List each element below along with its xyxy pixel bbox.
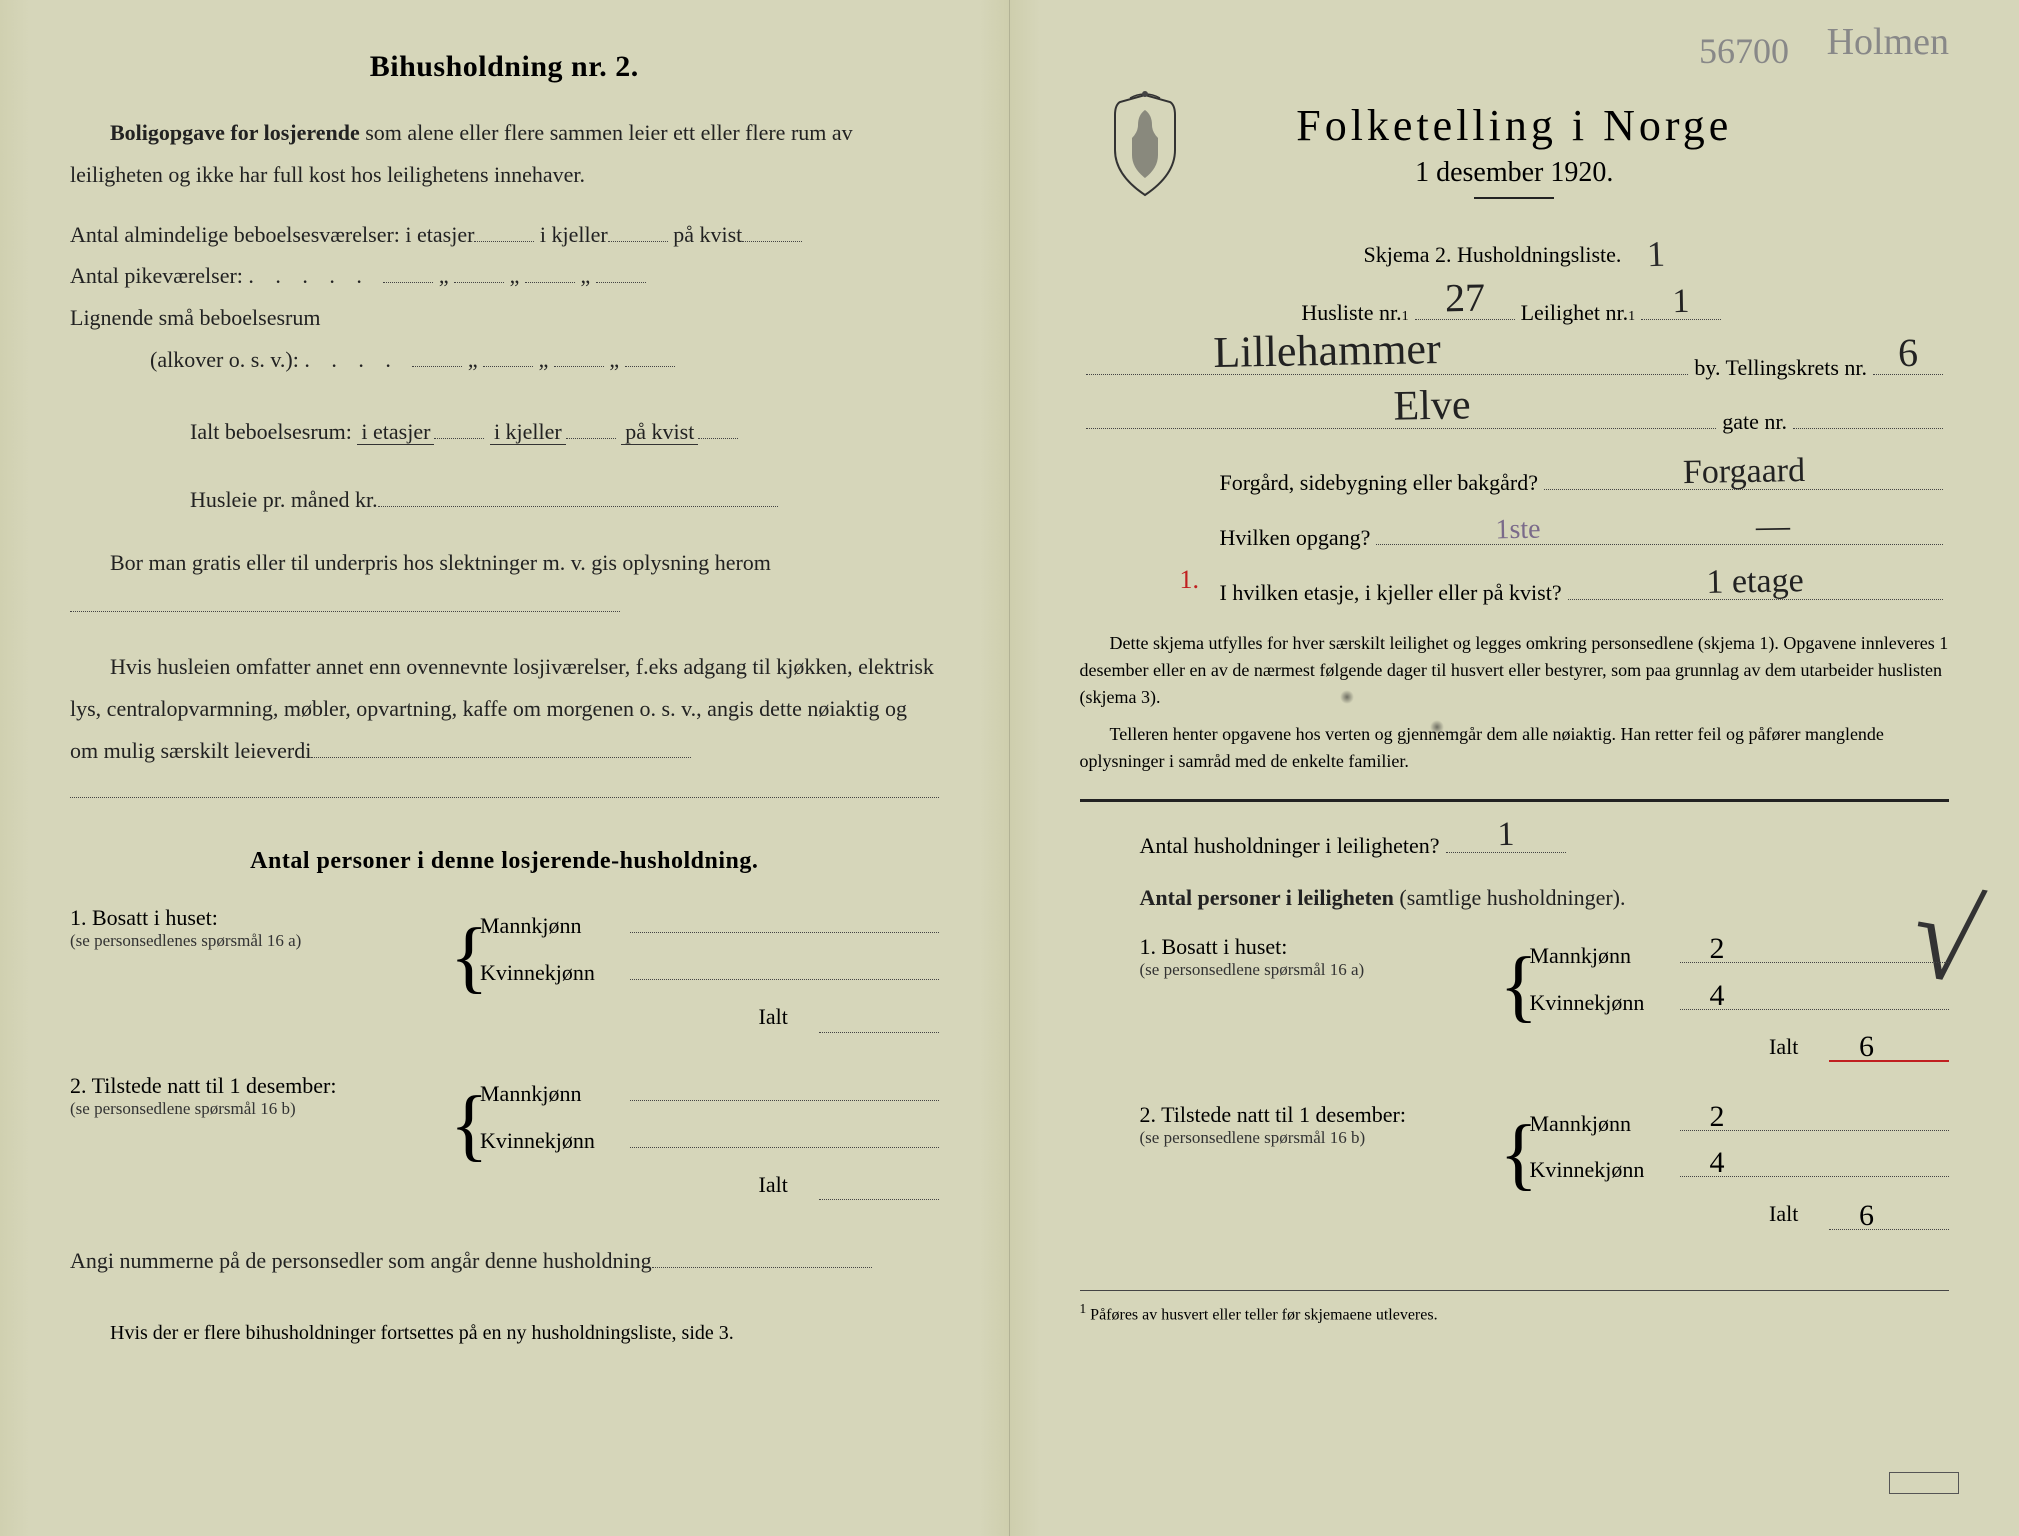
intro-bold: Boligopgave for losjerende <box>110 120 360 145</box>
brace-icon: { <box>1500 934 1530 1006</box>
left-sub-title: Antal personer i denne losjerende-hushol… <box>70 848 939 875</box>
antal-hush-line: Antal husholdninger i leiligheten? 1 <box>1080 822 1950 859</box>
left-item-1: 1. Bosatt i huset: (se personsedlenes sp… <box>70 905 939 1043</box>
hush-one: 1 <box>1646 233 1665 276</box>
left-intro: Boligopgave for losjerende som alene ell… <box>70 112 939 196</box>
left-footer: Hvis der er flere bihusholdninger fortse… <box>70 1322 939 1345</box>
pencil-annotation-1: 56700 <box>1699 30 1789 72</box>
right-page: 56700 Holmen Folketelling i Norge 1 dese… <box>1010 0 2019 1536</box>
opgang-line: Hvilken opgang? 1ste— <box>1080 514 1950 551</box>
line-lignende: Lignende små beboelsesrum (alkover o. s.… <box>70 297 939 381</box>
document-spread: Bihusholdning nr. 2. Boligopgave for los… <box>0 0 2019 1536</box>
etasje-line: 1. I hvilken etasje, i kjeller eller på … <box>1080 569 1950 606</box>
red-one-mark: 1. <box>1180 565 1200 595</box>
sub-title: 1 desember 1920. <box>1080 157 1950 189</box>
divider <box>1080 799 1950 802</box>
line-ialt-rooms: Ialt beboelsesrum: i etasjer i kjeller p… <box>70 411 939 453</box>
printer-stamp <box>1889 1472 1959 1494</box>
main-title: Folketelling i Norge <box>1080 100 1950 151</box>
footnote: 1 Påføres av husvert eller teller før sk… <box>1080 1290 1950 1324</box>
instructions-2: Telleren henter opgavene hos verten og g… <box>1080 721 1950 775</box>
left-title: Bihusholdning nr. 2. <box>70 50 939 84</box>
right-item-1: 1. Bosatt i huset: (se personsedlene spø… <box>1080 934 1950 1072</box>
husliste-line: Husliste nr.1 27 Leilighet nr.1 1 <box>1080 289 1950 326</box>
coat-of-arms-icon <box>1100 90 1190 200</box>
skjema-line: Skjema 2. Husholdningsliste. 1 <box>1080 229 1950 271</box>
forgard-line: Forgård, sidebygning eller bakgård? Forg… <box>1080 459 1950 496</box>
line-husleie: Husleie pr. måned kr. <box>70 479 939 521</box>
brace-icon: { <box>1500 1102 1530 1174</box>
line-pike: Antal pikeværelser: . . . . . „ „ „ <box>70 255 939 297</box>
pencil-annotation-2: Holmen <box>1827 20 1949 64</box>
line-note: Hvis husleien omfatter annet enn ovennev… <box>70 646 939 771</box>
right-item-2: 2. Tilstede natt til 1 desember: (se per… <box>1080 1102 1950 1240</box>
line-angi: Angi nummerne på de personsedler som ang… <box>70 1240 939 1282</box>
left-item-2: 2. Tilstede natt til 1 desember: (se per… <box>70 1073 939 1211</box>
antal-pers-line: Antal personer i leiligheten (samtlige h… <box>1080 877 1950 919</box>
by-line: Lillehammer by. Tellingskrets nr. 6 <box>1080 344 1950 381</box>
left-page: Bihusholdning nr. 2. Boligopgave for los… <box>0 0 1010 1536</box>
gate-line: Elve gate nr. <box>1080 399 1950 436</box>
brace-icon: { <box>450 905 480 977</box>
line-gratis: Bor man gratis eller til underpris hos s… <box>70 542 939 626</box>
line-rooms: Antal almindelige beboelsesværelser: i e… <box>70 214 939 256</box>
brace-icon: { <box>450 1073 480 1145</box>
instructions-1: Dette skjema utfylles for hver særskilt … <box>1080 630 1950 711</box>
